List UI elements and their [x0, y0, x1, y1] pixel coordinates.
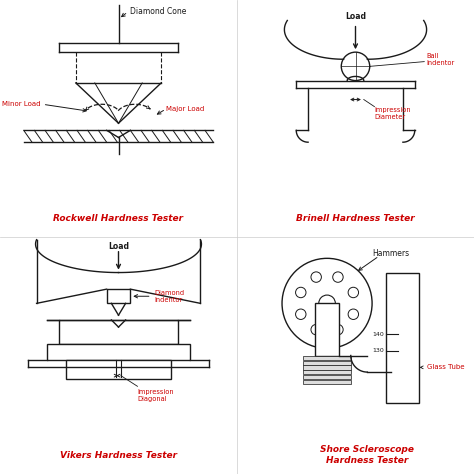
Text: Impression
Diagonal: Impression Diagonal: [137, 389, 174, 401]
Text: 130: 130: [372, 348, 384, 353]
FancyBboxPatch shape: [386, 273, 419, 403]
Text: Rockwell Hardness Tester: Rockwell Hardness Tester: [54, 214, 183, 222]
FancyBboxPatch shape: [315, 303, 339, 356]
FancyBboxPatch shape: [303, 380, 351, 384]
FancyBboxPatch shape: [303, 370, 351, 374]
Circle shape: [319, 295, 336, 312]
Text: Impression
Diameter: Impression Diameter: [374, 107, 411, 119]
Text: Glass Tube: Glass Tube: [427, 365, 464, 370]
Text: Diamond
Indentor: Diamond Indentor: [154, 290, 184, 303]
FancyBboxPatch shape: [47, 344, 190, 360]
Text: Hammers: Hammers: [373, 249, 410, 258]
FancyBboxPatch shape: [303, 361, 351, 365]
Text: Load: Load: [345, 12, 366, 21]
Text: Ball
Indentor: Ball Indentor: [427, 53, 455, 66]
Text: Minor Load: Minor Load: [2, 101, 41, 107]
FancyBboxPatch shape: [303, 356, 351, 360]
FancyBboxPatch shape: [66, 360, 171, 379]
FancyBboxPatch shape: [107, 289, 130, 303]
Text: Brinell Hardness Tester: Brinell Hardness Tester: [296, 214, 415, 222]
Text: Diamond Cone: Diamond Cone: [130, 8, 187, 16]
FancyBboxPatch shape: [303, 365, 351, 370]
Text: Load: Load: [108, 242, 129, 251]
FancyBboxPatch shape: [303, 375, 351, 379]
FancyBboxPatch shape: [59, 320, 178, 344]
Text: 140: 140: [372, 332, 384, 337]
Text: Major Load: Major Load: [166, 106, 204, 112]
Text: Vikers Hardness Tester: Vikers Hardness Tester: [60, 451, 177, 459]
Text: Shore Scleroscope
Hardness Tester: Shore Scleroscope Hardness Tester: [320, 446, 414, 465]
